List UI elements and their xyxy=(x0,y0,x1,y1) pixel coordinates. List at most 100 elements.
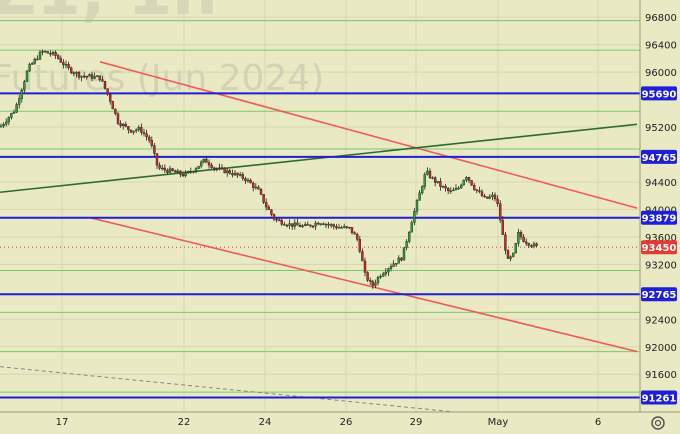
candle-body xyxy=(210,164,213,168)
candle-body xyxy=(90,74,94,79)
candle-body xyxy=(449,190,452,192)
candle xyxy=(293,219,296,230)
candle-body xyxy=(382,273,385,277)
candle xyxy=(251,181,255,192)
candle xyxy=(116,111,120,126)
watermark: Z1, 1h Futures (Jun 2024) xyxy=(0,0,324,99)
candle xyxy=(25,69,29,83)
candle xyxy=(160,164,164,171)
candle xyxy=(278,217,281,222)
candle-body xyxy=(59,58,62,63)
candle xyxy=(366,271,369,282)
price-badge-93879[interactable]: 93879 xyxy=(641,210,677,225)
trendline-2[interactable] xyxy=(0,123,638,194)
candle-body xyxy=(101,79,104,82)
trendline-1[interactable] xyxy=(89,216,638,353)
candle-body xyxy=(142,132,146,134)
candle-body xyxy=(314,222,317,227)
candle xyxy=(434,176,437,187)
candle xyxy=(166,168,169,175)
candle xyxy=(288,219,291,230)
candle xyxy=(460,183,463,189)
candle-body xyxy=(192,171,195,173)
candle-body xyxy=(444,186,447,189)
candle xyxy=(20,88,23,103)
candle xyxy=(408,231,411,244)
y-tick-label: 92000 xyxy=(645,343,677,354)
candle-body xyxy=(12,112,16,114)
candle-body xyxy=(80,75,83,78)
price-badge-92765[interactable]: 92765 xyxy=(641,287,677,302)
candle-body xyxy=(426,170,429,175)
price-badge-94765[interactable]: 94765 xyxy=(641,149,677,164)
price-badge-91261[interactable]: 91261 xyxy=(641,390,677,405)
candle xyxy=(210,162,213,169)
candle-body xyxy=(168,168,172,173)
candle xyxy=(95,75,99,77)
candle-body xyxy=(166,169,169,173)
candle-body xyxy=(517,232,520,244)
price-badge-95690[interactable]: 95690 xyxy=(641,86,677,101)
candle-body xyxy=(150,140,154,146)
candle xyxy=(376,275,380,286)
candle xyxy=(223,167,226,174)
candle-body xyxy=(124,124,128,127)
candle xyxy=(124,121,128,128)
candle-body xyxy=(447,188,450,191)
candle xyxy=(447,187,450,195)
key-levels xyxy=(0,92,640,399)
candle-body xyxy=(114,108,117,115)
candle-body xyxy=(405,241,408,248)
candle xyxy=(181,171,185,178)
candle xyxy=(259,187,263,196)
candle-body xyxy=(36,58,39,61)
candle-body xyxy=(262,194,265,203)
candle-body xyxy=(530,245,533,247)
candle xyxy=(452,187,455,192)
candle-body xyxy=(296,222,299,226)
candle xyxy=(57,53,60,60)
candle xyxy=(488,193,491,200)
candle xyxy=(246,177,250,183)
candle xyxy=(473,182,476,191)
candle-body xyxy=(25,70,29,82)
candle-body xyxy=(421,186,424,194)
candle xyxy=(82,72,86,79)
candle-body xyxy=(116,113,120,124)
candle xyxy=(262,194,265,204)
candle-body xyxy=(137,127,141,131)
trendline-0[interactable] xyxy=(99,61,638,209)
candle xyxy=(527,242,530,249)
candle xyxy=(150,136,154,148)
last-price-badge[interactable]: 93450 xyxy=(641,240,677,255)
candle xyxy=(395,263,398,267)
candle-body xyxy=(147,136,151,141)
candle xyxy=(405,239,408,251)
candle xyxy=(267,204,270,210)
candle xyxy=(491,191,494,201)
candle-body xyxy=(470,180,473,186)
candle xyxy=(504,232,507,255)
candle xyxy=(410,220,413,233)
candle xyxy=(121,122,125,130)
candle xyxy=(77,70,81,80)
candle xyxy=(421,185,424,195)
candle xyxy=(423,172,426,190)
candle-body xyxy=(486,196,489,199)
candle xyxy=(90,71,94,82)
candle xyxy=(319,223,322,226)
candle-body xyxy=(184,172,187,177)
candle xyxy=(127,125,130,134)
candle xyxy=(332,223,335,230)
candle-body xyxy=(44,50,47,53)
candle-body xyxy=(88,74,91,77)
candle xyxy=(311,225,315,229)
candle-body xyxy=(28,64,31,72)
candle xyxy=(296,219,299,226)
candle-body xyxy=(480,191,484,197)
candle-body xyxy=(369,280,372,282)
candle-body xyxy=(108,94,112,102)
candle xyxy=(337,223,341,229)
gear-icon[interactable] xyxy=(651,416,665,430)
